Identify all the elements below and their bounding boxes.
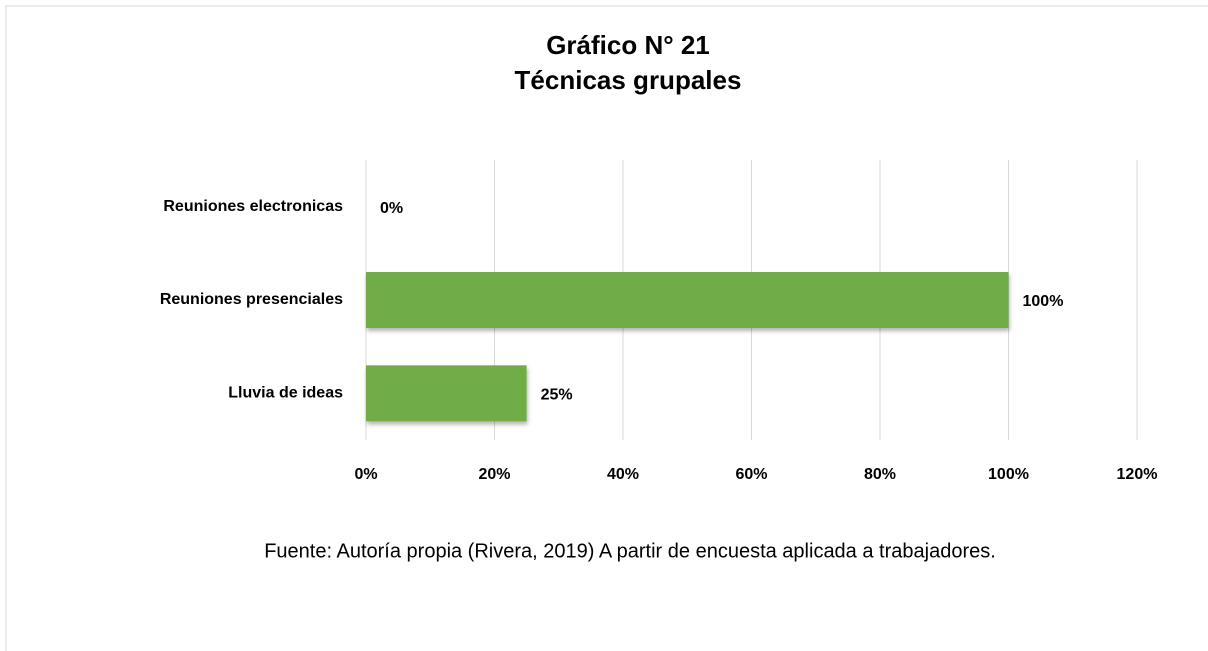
chart-subtitle: Técnicas grupales	[515, 65, 742, 95]
category-label: Reuniones electronicas	[163, 198, 343, 215]
x-tick-label: 100%	[988, 466, 1029, 483]
value-label: 0%	[380, 200, 403, 217]
x-tick-label: 0%	[354, 466, 377, 483]
frame	[5, 5, 1208, 651]
x-tick-label: 60%	[735, 466, 767, 483]
category-label: Reuniones presenciales	[160, 291, 343, 308]
value-label: 25%	[541, 387, 573, 404]
chart-title: Gráfico N° 21	[546, 30, 710, 60]
category-label: Lluvia de ideas	[228, 385, 343, 402]
x-tick-label: 80%	[864, 466, 896, 483]
x-tick-label: 20%	[478, 466, 510, 483]
bar	[366, 365, 527, 422]
value-label: 100%	[1023, 293, 1064, 310]
x-tick-label: 120%	[1117, 466, 1158, 483]
source-note: Fuente: Autoría propia (Rivera, 2019) A …	[264, 540, 996, 562]
bar	[366, 272, 1009, 328]
x-tick-label: 40%	[607, 466, 639, 483]
